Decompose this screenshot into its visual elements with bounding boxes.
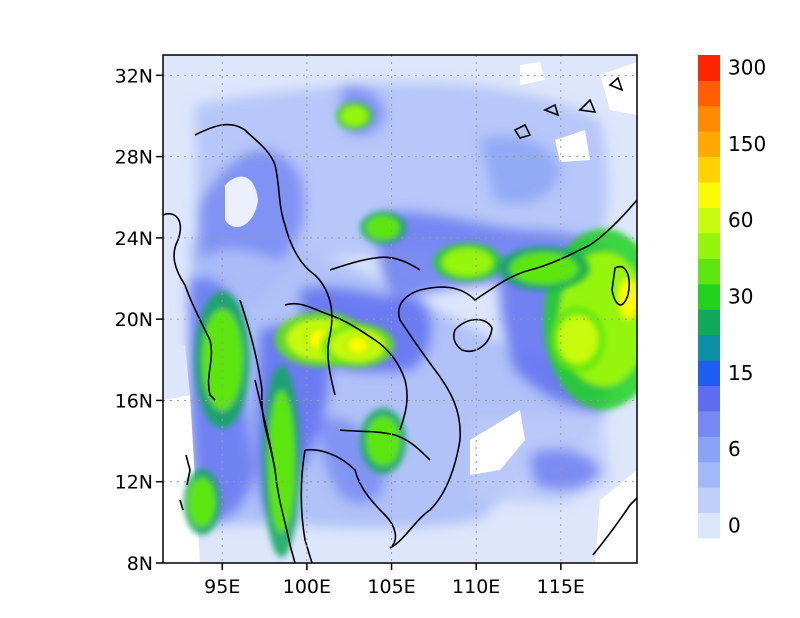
andaman-islands xyxy=(179,454,191,511)
lat-tick-label: 28N xyxy=(115,147,153,169)
precip-hotspot xyxy=(263,365,300,558)
colorbar-swatch xyxy=(698,182,720,209)
latitude-axis: 32N 28N 24N 20N 16N 12N 8N xyxy=(115,65,163,575)
lon-tick-label: 115E xyxy=(537,576,585,598)
coastline-west xyxy=(163,213,216,401)
lat-tick-label: 8N xyxy=(127,553,153,575)
lat-tick-label: 20N xyxy=(115,309,153,331)
colorbar-label: 60 xyxy=(728,208,753,232)
precip-hotspot xyxy=(360,211,406,245)
precip-hotspot xyxy=(498,246,590,291)
lat-tick-label: 24N xyxy=(115,228,153,250)
longitude-axis: 95E 100E 105E 110E 115E xyxy=(204,563,585,598)
precip-hotspot-core xyxy=(347,337,368,354)
taiwan-island xyxy=(611,265,630,306)
colorbar-swatch xyxy=(698,207,720,234)
islands-northeast xyxy=(513,76,624,139)
lat-tick-label: 32N xyxy=(115,65,153,87)
colorbar-swatch xyxy=(698,80,720,107)
precip-hotspot-core xyxy=(201,309,243,411)
colorbar-label: 6 xyxy=(728,437,741,461)
precip-hotspot xyxy=(343,334,372,357)
colorbar-swatch xyxy=(698,385,720,412)
colorbar-swatch xyxy=(698,512,720,539)
map-frame xyxy=(162,54,638,564)
colorbar-swatch xyxy=(698,55,720,81)
colorbar-label: 150 xyxy=(728,132,766,156)
colorbar-swatch xyxy=(698,156,720,183)
colorbar-label: 300 xyxy=(728,56,766,80)
precip-hotspot xyxy=(183,469,221,535)
colorbar-swatch xyxy=(698,436,720,463)
precip-hotspot-core xyxy=(366,215,401,240)
precip-hotspot-core xyxy=(442,248,494,277)
hainan-island xyxy=(453,318,493,352)
colorbar-swatch xyxy=(698,131,720,158)
colorbar-swatch xyxy=(698,258,720,285)
colorbar-swatch xyxy=(698,105,720,132)
precip-hotspot-core xyxy=(340,105,368,127)
colorbar-swatch xyxy=(698,487,720,514)
colorbar-swatch xyxy=(698,283,720,310)
border-myanmar-thailand xyxy=(239,299,276,471)
colorbar-label: 0 xyxy=(728,513,741,537)
border-laos-thailand xyxy=(284,302,408,431)
colorbar-label: 15 xyxy=(728,361,753,385)
precip-hotspot-core xyxy=(366,416,401,466)
coastline-vietnam xyxy=(389,289,461,549)
lon-tick-label: 100E xyxy=(283,576,331,598)
precip-hotspot-core xyxy=(557,315,599,364)
coastline-cambodia xyxy=(304,448,397,549)
map-gridlines xyxy=(163,55,637,563)
colorbar-swatch xyxy=(698,309,720,336)
coastline-southeast xyxy=(592,497,637,556)
lat-tick-label: 12N xyxy=(115,472,153,494)
precip-hotspot xyxy=(194,291,250,429)
coastline-borders xyxy=(163,76,637,563)
colorbar-swatch xyxy=(698,360,720,386)
colorbar-swatch xyxy=(698,461,720,488)
coastline-china-south xyxy=(419,199,637,302)
colorbar-swatch xyxy=(698,410,720,437)
border-cambodia xyxy=(339,429,431,461)
coastline-gulf-thailand-west xyxy=(300,449,313,563)
precip-hotspot-core xyxy=(618,278,637,320)
lon-tick-label: 105E xyxy=(367,576,415,598)
colorbar-swatch xyxy=(698,334,720,361)
precip-hotspot-core xyxy=(267,390,296,533)
precip-hotspot-core xyxy=(510,252,578,285)
lon-tick-label: 95E xyxy=(204,576,240,598)
lon-tick-label: 110E xyxy=(452,576,500,598)
colorbar-label: 30 xyxy=(728,285,753,309)
precip-hotspot xyxy=(433,243,502,282)
colorbar: 0 6 15 30 60 150 300 xyxy=(698,55,766,539)
border-china-laos xyxy=(329,256,421,271)
border-myanmar-china xyxy=(194,123,336,396)
lat-tick-label: 16N xyxy=(115,390,153,412)
precip-hotspot-core xyxy=(188,477,216,527)
precip-hotspot xyxy=(336,102,373,130)
precip-hotspot xyxy=(550,306,606,373)
colorbar-swatch xyxy=(698,232,720,259)
precip-hotspot xyxy=(360,408,406,474)
